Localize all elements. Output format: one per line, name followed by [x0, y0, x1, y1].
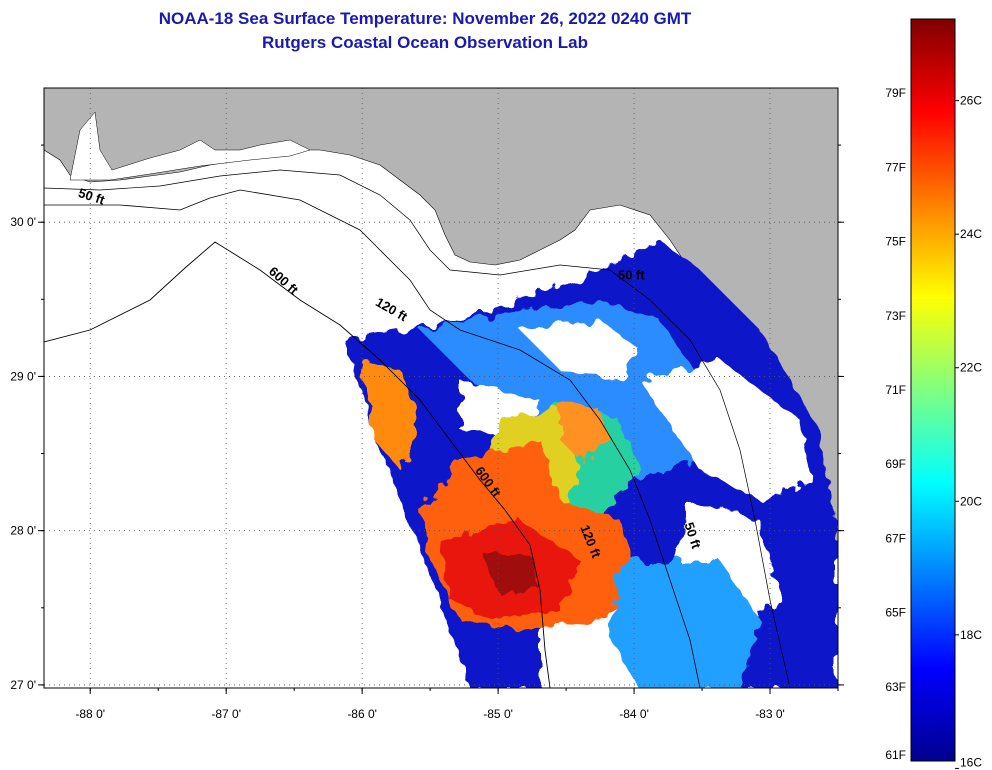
lat-tick-label: 28 0' [10, 524, 36, 538]
lon-tick-label: -85 0' [483, 707, 513, 721]
colorbar-f-label: 61F [885, 748, 906, 762]
colorbar-f-label: 77F [885, 160, 906, 174]
colorbar-f-label: 71F [885, 383, 906, 397]
lon-tick-label: -88 0' [75, 707, 105, 721]
colorbar-c-label: 20C [960, 494, 982, 508]
lat-tick-label: 29 0' [10, 369, 36, 383]
contour-600ft [44, 241, 551, 688]
map-frame [43, 87, 839, 689]
colorbar-f-label: 75F [885, 235, 906, 249]
lat-tick-label: 27 0' [10, 678, 36, 692]
sst-field [344, 240, 838, 688]
colorbar-f-label: 65F [885, 606, 906, 620]
colorbar-f-label: 79F [885, 86, 906, 100]
contour-50ft [44, 169, 791, 688]
map-title: NOAA-18 Sea Surface Temperature: Novembe… [158, 9, 692, 28]
contour-120ft [44, 189, 701, 688]
colorbar-c-label: 22C [960, 361, 982, 375]
lon-tick-label: -87 0' [211, 707, 241, 721]
colorbar-c-label: 16C [960, 755, 982, 769]
colorbar-f-label: 63F [885, 680, 906, 694]
colorbar [910, 18, 956, 762]
lon-tick-label: -86 0' [347, 707, 377, 721]
bay [69, 111, 311, 181]
axis-ticks: -88 0' -87 0' -86 0' -85 0' -84 0' -83 0' 30 0… [10, 144, 844, 721]
colorbar-f-label: 69F [885, 457, 906, 471]
colorbar-f-label: 73F [885, 309, 906, 323]
graticule [44, 88, 838, 688]
colorbar-c-label: 26C [960, 94, 982, 108]
colorbar-c-label: 18C [960, 628, 982, 642]
map-subtitle: Rutgers Coastal Ocean Observation Lab [262, 33, 588, 52]
lon-tick-label: -83 0' [755, 707, 785, 721]
colorbar-f-label: 67F [885, 531, 906, 545]
colorbar-c-label: 24C [960, 227, 982, 241]
contour-label: 50 ft [618, 267, 645, 282]
colorbar-labels: 79F 77F 75F 73F 71F 69F 67F 65F 63F 61F 26C 24C 22C 2… [885, 86, 982, 769]
lon-tick-label: -84 0' [619, 707, 649, 721]
lat-tick-label: 30 0' [10, 215, 36, 229]
